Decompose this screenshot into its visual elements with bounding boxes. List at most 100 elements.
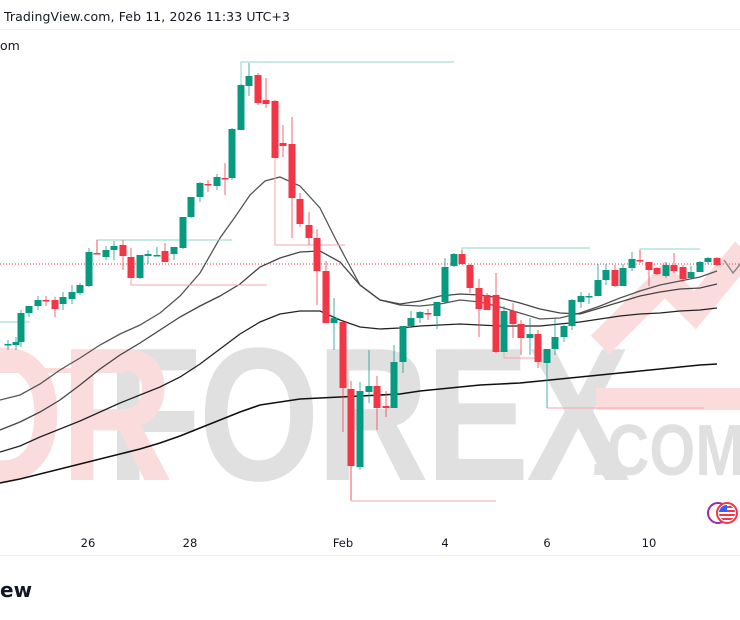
candle-up	[619, 268, 627, 286]
candle-up	[568, 300, 576, 326]
candle-up	[196, 183, 204, 197]
candlestick-chart: FOREXOR .COM	[0, 61, 740, 520]
swing-high-line	[461, 247, 590, 254]
candle-up	[433, 302, 441, 316]
us-flag-icon	[707, 502, 738, 524]
candle-up	[170, 247, 178, 254]
moving-average-line	[0, 307, 718, 453]
tradingview-logo-text[interactable]: ew	[0, 578, 33, 602]
candle-down	[161, 251, 169, 262]
candle-up	[85, 252, 93, 286]
time-axis-tick: 4	[441, 536, 449, 550]
candle-up	[187, 197, 195, 217]
candle-up	[687, 272, 695, 278]
candle-down	[483, 295, 491, 310]
candle-down	[339, 322, 347, 388]
symbol-label: om	[0, 38, 20, 53]
time-axis[interactable]: 26 28 Feb 4 6 10	[0, 525, 740, 556]
candle-up	[399, 326, 407, 362]
candle-up	[365, 386, 373, 392]
candle-up	[59, 297, 67, 304]
candle-down	[611, 270, 619, 286]
swing-high-line	[639, 248, 700, 262]
chart-plot-area[interactable]: FOREXOR .COM	[0, 30, 740, 525]
moving-average-line	[0, 250, 718, 431]
candle-down	[127, 257, 135, 278]
candle-up	[416, 312, 424, 318]
candle-down	[373, 386, 381, 408]
candle-down	[347, 389, 355, 466]
candle-down	[262, 100, 270, 104]
candle-down	[509, 311, 517, 324]
candle-up	[102, 250, 110, 257]
moving-average-line	[0, 176, 718, 401]
candle-down	[221, 178, 229, 180]
candle-up	[228, 129, 236, 178]
swing-low-line	[274, 158, 345, 246]
candle-down	[254, 75, 262, 103]
candle-up	[136, 255, 144, 278]
candle-up	[34, 300, 42, 306]
watermark-arrow	[590, 241, 740, 355]
candle-up	[4, 344, 12, 346]
candle-up	[17, 313, 25, 342]
candle-down	[517, 324, 525, 338]
time-axis-tick: 28	[182, 536, 198, 550]
candle-up	[696, 262, 704, 272]
candle-down	[670, 265, 678, 271]
candle-up	[704, 258, 712, 262]
candle-up	[602, 270, 610, 280]
swing-low-line	[130, 278, 267, 286]
watermark-forex: FOREX	[107, 308, 630, 520]
candle-down	[288, 144, 296, 198]
candle-down	[475, 288, 483, 309]
watermark-bar-left	[0, 368, 125, 373]
candle-up	[179, 217, 187, 248]
watermark-com: .COM	[590, 409, 740, 490]
candle-up	[594, 280, 602, 296]
candle-down	[51, 300, 59, 309]
candle-down	[492, 295, 500, 352]
watermark-bar-right	[596, 388, 740, 410]
candle-down	[679, 267, 687, 279]
candle-up	[110, 246, 118, 250]
candle-up	[551, 337, 559, 349]
candle-down	[204, 184, 212, 186]
candle-down	[645, 262, 653, 270]
candle-up	[577, 296, 585, 302]
candle-down	[119, 245, 127, 256]
watermark-or: OR	[0, 308, 170, 520]
candle-up	[76, 285, 84, 293]
time-axis-tick: 26	[80, 536, 96, 550]
candle-down	[424, 313, 432, 315]
candle-up	[356, 391, 364, 467]
chart-header: TradingView.com, Feb 11, 2026 11:33 UTC+…	[0, 0, 740, 30]
projection-icon	[723, 259, 740, 275]
candle-down	[534, 334, 542, 362]
candle-down	[305, 225, 313, 238]
candle-down	[296, 199, 304, 224]
candle-up	[25, 306, 33, 313]
candle-down	[279, 143, 287, 146]
candle-up	[153, 255, 161, 257]
candle-up	[526, 334, 534, 338]
candle-up	[628, 259, 636, 268]
candle-down	[93, 253, 101, 255]
candle-down	[466, 265, 474, 288]
candle-up	[407, 318, 415, 326]
candle-down	[313, 238, 321, 271]
candle-up	[585, 296, 593, 298]
candle-up	[245, 76, 253, 86]
candle-up	[500, 311, 508, 352]
candle-down	[42, 300, 50, 302]
candle-down	[636, 260, 644, 262]
time-axis-tick: 6	[543, 536, 551, 550]
candle-down	[382, 406, 390, 408]
candle-up	[441, 267, 449, 302]
candle-up	[543, 349, 551, 363]
candle-down	[458, 254, 466, 264]
candle-down	[653, 268, 661, 274]
swing-low-line	[503, 352, 538, 359]
candle-up	[560, 326, 568, 337]
candle-down	[713, 258, 721, 265]
